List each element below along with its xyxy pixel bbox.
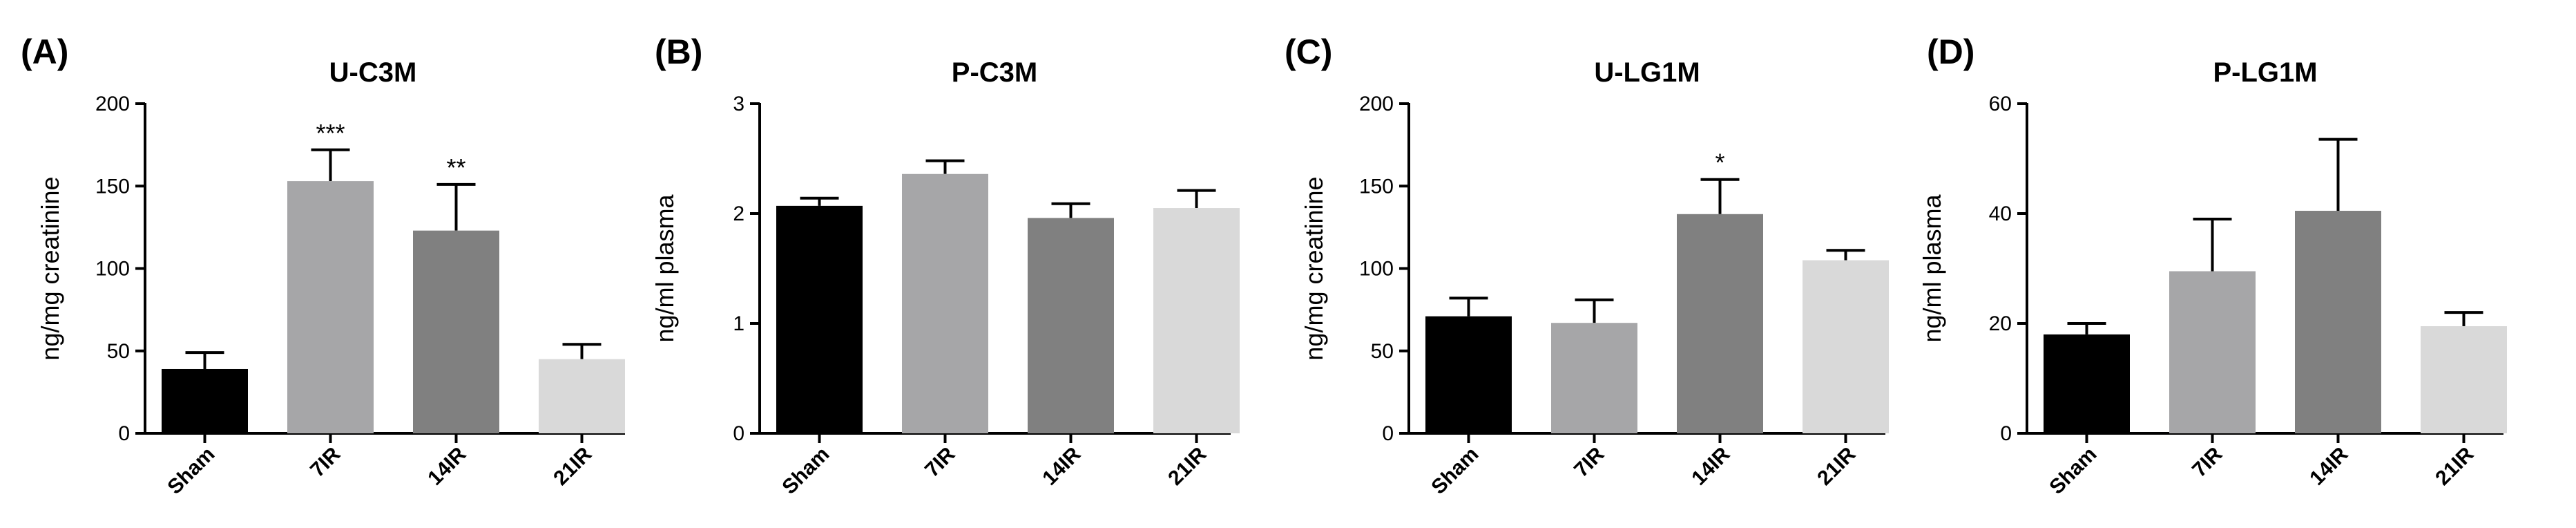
x-tick-label: 14IR <box>1038 442 1085 489</box>
x-tick-label: 21IR <box>1164 442 1211 489</box>
panel-label: (A) <box>21 32 68 71</box>
bar <box>2169 271 2256 433</box>
chart-title: P-LG1M <box>2213 57 2317 88</box>
y-axis-label: ng/mg creatinine <box>36 176 64 360</box>
bar <box>776 205 863 433</box>
y-tick-label: 150 <box>1359 175 1394 198</box>
x-tick-label: Sham <box>2045 443 2101 499</box>
bar <box>2421 326 2507 433</box>
bar <box>1153 208 1240 433</box>
bar <box>1677 214 1763 433</box>
y-tick-label: 2 <box>733 202 744 225</box>
y-axis-label: ng/ml plasma <box>651 194 679 342</box>
y-tick-label: 50 <box>107 340 130 363</box>
y-tick-label: 60 <box>1989 93 2012 115</box>
x-tick-label: Sham <box>163 443 219 499</box>
y-tick-label: 40 <box>1989 202 2012 225</box>
bar <box>162 368 248 433</box>
y-tick-label: 50 <box>1371 340 1394 363</box>
y-tick-label: 0 <box>118 422 130 445</box>
y-tick-label: 100 <box>95 258 130 281</box>
chart-title: U-LG1M <box>1594 57 1700 88</box>
x-tick-label: 7IR <box>2188 442 2227 482</box>
chart-title: U-C3M <box>329 57 417 88</box>
x-tick-label: Sham <box>1427 443 1483 499</box>
bar <box>1551 323 1637 433</box>
y-axis-label: ng/mg creatinine <box>1300 176 1328 360</box>
chart-title: P-C3M <box>952 57 1037 88</box>
x-tick-label: 21IR <box>2431 442 2478 489</box>
y-tick-label: 200 <box>1359 93 1394 115</box>
x-tick-label: 14IR <box>2305 442 2352 489</box>
y-axis-label: ng/ml plasma <box>1918 194 1946 342</box>
bar <box>413 230 499 433</box>
y-tick-label: 100 <box>1359 258 1394 281</box>
y-tick-label: 150 <box>95 175 130 198</box>
x-tick-label: 21IR <box>549 442 596 489</box>
bar <box>902 173 988 433</box>
bar <box>539 359 625 433</box>
y-tick-label: 200 <box>95 93 130 115</box>
x-tick-label: 14IR <box>423 442 470 489</box>
significance-label: * <box>1715 149 1724 177</box>
x-tick-label: 21IR <box>1813 442 1860 489</box>
x-tick-label: 7IR <box>921 442 960 482</box>
bar <box>1028 218 1114 433</box>
panel-label: (D) <box>1927 32 1974 71</box>
bar <box>287 181 374 433</box>
x-tick-label: 14IR <box>1687 442 1734 489</box>
bar <box>1425 316 1512 433</box>
x-tick-label: Sham <box>778 443 834 499</box>
bar <box>2044 334 2130 433</box>
x-tick-label: 7IR <box>1570 442 1609 482</box>
y-tick-label: 1 <box>733 312 744 335</box>
x-tick-label: 7IR <box>306 442 345 482</box>
significance-label: *** <box>316 119 345 147</box>
bar <box>1803 260 1889 433</box>
y-tick-label: 0 <box>2000 422 2012 445</box>
bar <box>2295 211 2381 433</box>
panel-label: (B) <box>655 32 702 71</box>
y-tick-label: 0 <box>733 422 744 445</box>
y-tick-label: 3 <box>733 93 744 115</box>
y-tick-label: 0 <box>1382 422 1394 445</box>
y-tick-label: 20 <box>1989 312 2012 335</box>
significance-label: ** <box>446 153 465 182</box>
panel-label: (C) <box>1285 32 1332 71</box>
